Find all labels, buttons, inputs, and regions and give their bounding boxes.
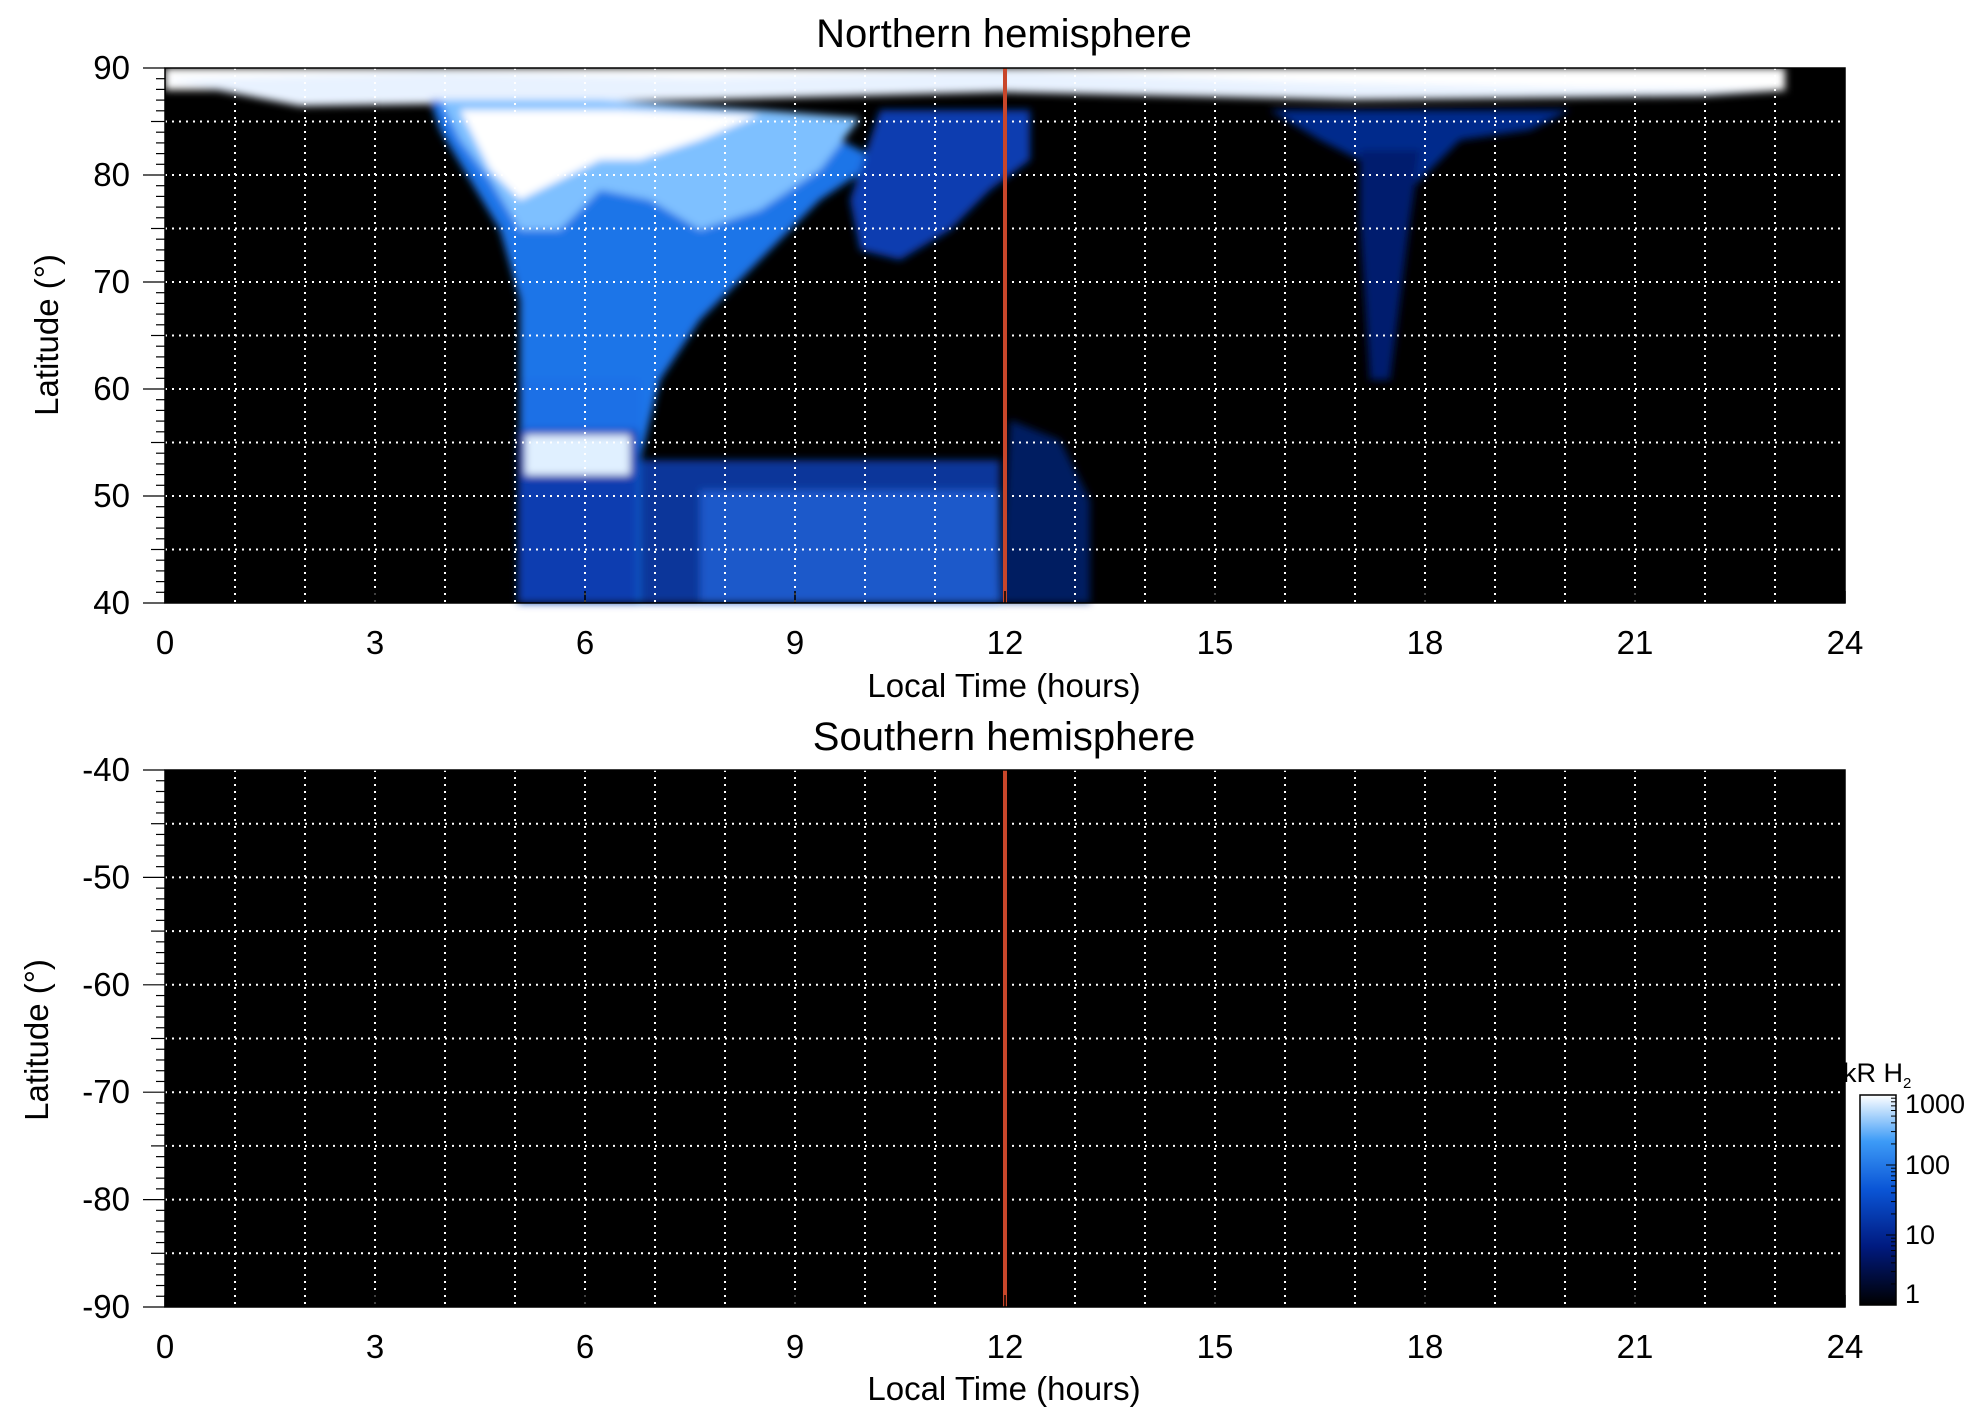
x-tick-label: 3 xyxy=(366,624,384,661)
south-x-axis-label: Local Time (hours) xyxy=(867,1370,1140,1407)
colorbar-title-subscript: 2 xyxy=(1903,1075,1911,1092)
south-x-axis: 0 3 6 9 12 15 18 21 24 xyxy=(156,1295,1864,1365)
x-tick-label: 6 xyxy=(576,1328,594,1365)
colorbar-tick-label: 1 xyxy=(1905,1279,1920,1309)
y-tick-label: 90 xyxy=(93,49,130,86)
y-tick-label: 40 xyxy=(93,584,130,621)
north-x-axis-label: Local Time (hours) xyxy=(867,667,1140,704)
x-tick-label: 9 xyxy=(786,1328,804,1365)
south-y-axis-label: Latitude (°) xyxy=(18,959,55,1121)
x-tick-label: 0 xyxy=(156,1328,174,1365)
north-x-axis: 0 3 6 9 12 15 18 21 24 xyxy=(156,591,1864,661)
x-tick-label: 18 xyxy=(1407,624,1444,661)
south-title: Southern hemisphere xyxy=(813,715,1195,759)
x-tick-label: 6 xyxy=(576,624,594,661)
y-tick-label: -70 xyxy=(82,1073,130,1110)
y-tick-label: 80 xyxy=(93,156,130,193)
x-tick-label: 21 xyxy=(1617,1328,1654,1365)
y-tick-label: -50 xyxy=(82,858,130,895)
y-tick-label: -90 xyxy=(82,1288,130,1325)
colorbar-ticks: 1000 100 10 1 xyxy=(1886,1089,1965,1309)
x-tick-label: 24 xyxy=(1827,1328,1864,1365)
north-title: Northern hemisphere xyxy=(816,12,1192,56)
x-tick-label: 24 xyxy=(1827,624,1864,661)
x-tick-label: 12 xyxy=(987,624,1024,661)
x-tick-label: 3 xyxy=(366,1328,384,1365)
colorbar: kR H2 1000 100 10 1 xyxy=(1843,1058,1965,1309)
x-tick-label: 18 xyxy=(1407,1328,1444,1365)
y-tick-label: -60 xyxy=(82,966,130,1003)
south-y-axis: -40 -50 -60 -70 -80 -90 xyxy=(82,751,165,1325)
north-y-axis-label: Latitude (°) xyxy=(28,254,65,416)
colorbar-title-main: kR H xyxy=(1843,1058,1903,1088)
y-tick-label: 60 xyxy=(93,370,130,407)
x-tick-label: 12 xyxy=(987,1328,1024,1365)
colorbar-tick-label: 1000 xyxy=(1905,1089,1965,1119)
north-plot xyxy=(164,67,1846,604)
y-tick-label: -40 xyxy=(82,751,130,788)
x-tick-label: 21 xyxy=(1617,624,1654,661)
y-tick-label: -80 xyxy=(82,1181,130,1218)
y-tick-label: 50 xyxy=(93,477,130,514)
colorbar-tick-label: 10 xyxy=(1905,1220,1935,1250)
north-grid xyxy=(165,68,1845,603)
colorbar-title: kR H2 xyxy=(1843,1058,1911,1092)
x-tick-label: 15 xyxy=(1197,1328,1234,1365)
y-tick-label: 70 xyxy=(93,263,130,300)
panel-southern: Southern hemisphere -40 -50 -60 -70 -80 -90 0… xyxy=(18,715,1863,1407)
colorbar-tick-label: 100 xyxy=(1905,1150,1950,1180)
north-y-axis: 40 50 60 70 80 90 xyxy=(93,49,165,621)
x-tick-label: 0 xyxy=(156,624,174,661)
south-plot xyxy=(164,769,1846,1308)
colorbar-gradient xyxy=(1859,1094,1897,1306)
x-tick-label: 9 xyxy=(786,624,804,661)
x-tick-label: 15 xyxy=(1197,624,1234,661)
panel-northern: Northern hemisphere xyxy=(28,12,1863,704)
